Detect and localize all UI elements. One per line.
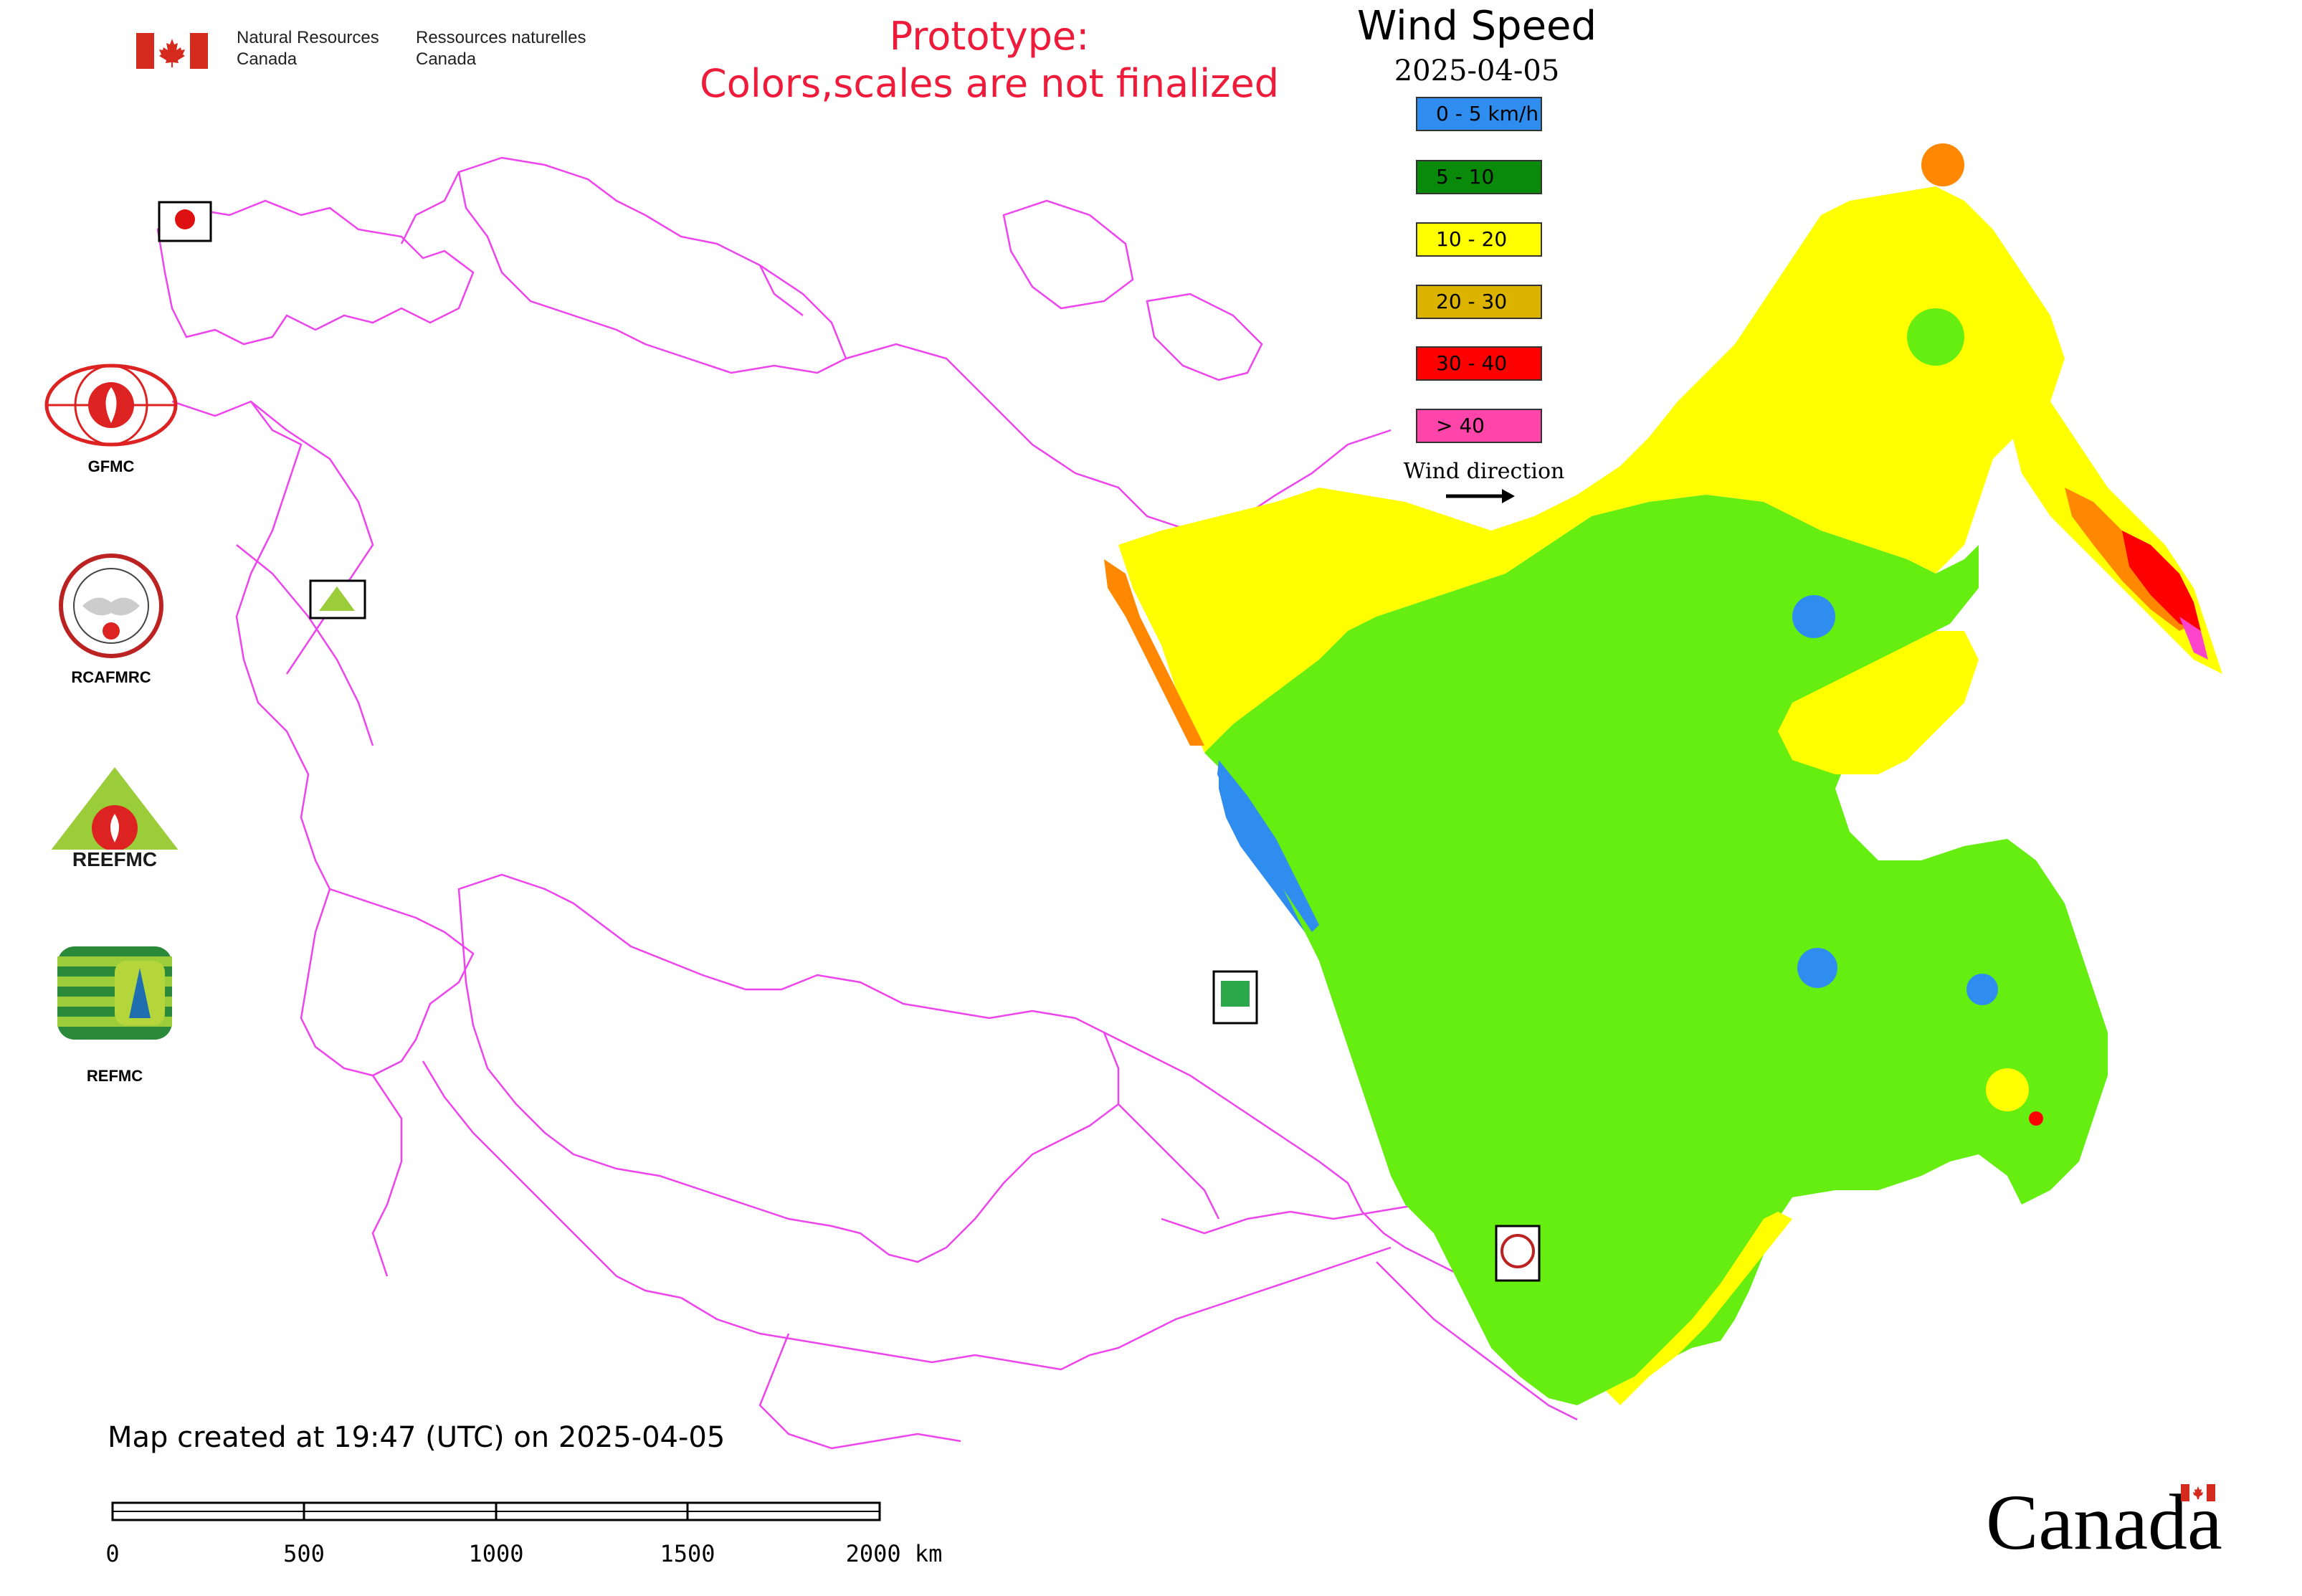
map-created-note: Map created at 19:47 (UTC) on 2025-04-05 — [108, 1421, 726, 1454]
gfmc-logo-icon — [44, 364, 178, 447]
scale-tick-1500: 1500 — [660, 1540, 715, 1567]
refmc-label: REFMC — [86, 1067, 143, 1085]
rcafmrc-logo-icon — [59, 554, 163, 658]
legend-item-10-20: 10 - 20 — [1416, 222, 1542, 257]
canada-wordmark: Canada — [1986, 1478, 2222, 1563]
government-signature: Natural Resources Canada Ressources natu… — [136, 27, 609, 77]
map-title: Wind Speed — [1356, 3, 1597, 49]
scale-tick-0: 0 — [105, 1540, 120, 1567]
legend-item-30-40: 30 - 40 — [1416, 346, 1542, 381]
rcafmrc-label: RCAFMRC — [71, 668, 151, 686]
agency-en-line2: Canada — [237, 49, 298, 69]
prototype-notice: Prototype: Colors,scales are not finaliz… — [645, 13, 1333, 108]
org-gfmc: GFMC — [36, 358, 186, 480]
scale-bar: 0 500 1000 1500 2000 km — [93, 1498, 982, 1585]
scale-bar-graphic — [111, 1501, 881, 1521]
wind-direction-label: Wind direction — [1403, 459, 1565, 484]
legend-item-over-40: > 40 — [1416, 409, 1542, 443]
map-date: 2025-04-05 — [1394, 54, 1560, 87]
legend-item-0-5: 0 - 5 km/h — [1416, 97, 1542, 131]
agency-name-french: Ressources naturelles Canada — [416, 27, 602, 70]
gfmc-label: GFMC — [87, 457, 135, 475]
agency-fr-line1: Ressources naturelles — [416, 28, 586, 47]
wind-direction-arrow-icon — [1446, 489, 1515, 503]
map-centre-markers — [158, 201, 1541, 1282]
reefmc-wordmark: REEFMC — [72, 848, 157, 870]
refmc-logo-icon — [57, 946, 172, 1040]
wind-speed-fields — [1104, 143, 2222, 1405]
scale-tick-1000: 1000 — [468, 1540, 524, 1567]
org-rcafmrc: RCAFMRC — [50, 552, 172, 695]
wordmark-flag-icon — [2181, 1484, 2215, 1501]
reefmc-logo-icon: REEFMC — [39, 767, 190, 870]
org-reefmc: REEFMC — [36, 764, 194, 878]
agency-en-line1: Natural Resources — [237, 28, 379, 47]
org-refmc: REFMC — [54, 946, 176, 1097]
legend-item-5-10: 5 - 10 — [1416, 160, 1542, 194]
legend-item-20-30: 20 - 30 — [1416, 285, 1542, 319]
agency-name-english: Natural Resources Canada — [237, 27, 409, 70]
canada-flag-icon — [136, 33, 208, 69]
prototype-notice-line1: Prototype: — [889, 14, 1090, 59]
agency-fr-line2: Canada — [416, 49, 477, 69]
scale-tick-2000: 2000 km — [845, 1540, 943, 1567]
prototype-notice-line2: Colors,scales are not finalized — [700, 61, 1279, 106]
scale-tick-500: 500 — [283, 1540, 325, 1567]
